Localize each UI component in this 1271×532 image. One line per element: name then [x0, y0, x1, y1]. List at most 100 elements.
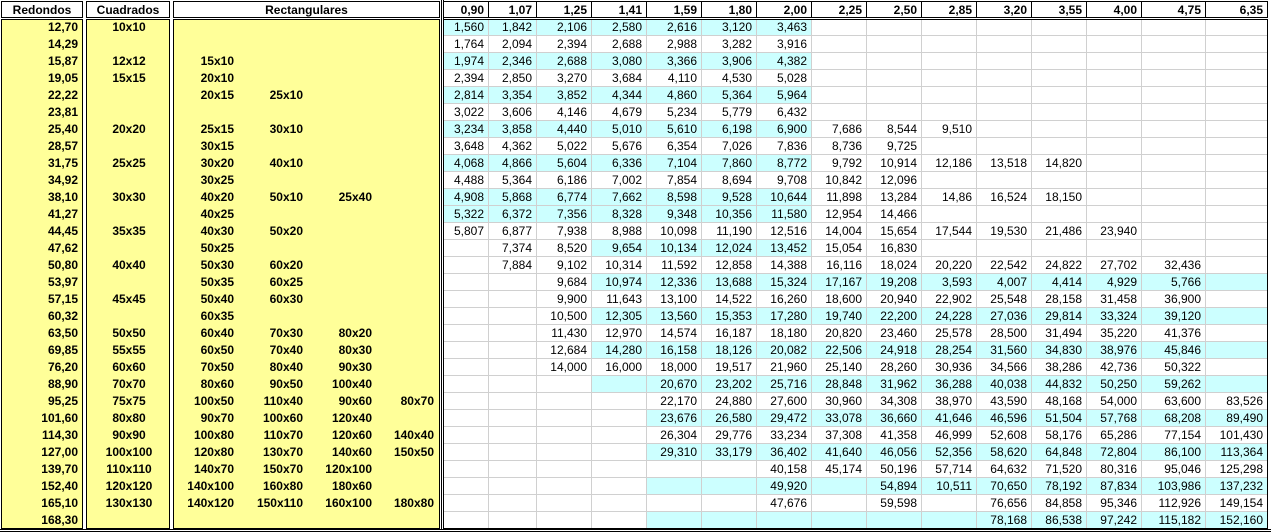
value-cell[interactable]: 31,494: [1032, 325, 1087, 342]
rectangular-cell[interactable]: [372, 512, 438, 529]
value-cell[interactable]: 7,104: [647, 155, 702, 172]
value-cell[interactable]: 3,463: [757, 19, 812, 36]
value-cell[interactable]: 3,858: [489, 121, 537, 138]
value-cell[interactable]: 8,328: [592, 206, 647, 223]
rectangular-cell[interactable]: 30x15: [200, 139, 234, 153]
value-cell[interactable]: 7,836: [757, 138, 812, 155]
rectangular-cell[interactable]: 120x40: [331, 411, 372, 425]
value-cell[interactable]: [537, 495, 592, 512]
value-cell[interactable]: 22,200: [867, 308, 922, 325]
value-cell[interactable]: [489, 478, 537, 495]
value-cell[interactable]: [647, 461, 702, 478]
value-cell[interactable]: 57,768: [1087, 410, 1142, 427]
value-cell[interactable]: 9,900: [537, 291, 592, 308]
value-cell[interactable]: 33,234: [757, 427, 812, 444]
value-cell[interactable]: 10,974: [592, 274, 647, 291]
value-cell[interactable]: 3,852: [537, 87, 592, 104]
cuadrado-cell[interactable]: 100x100: [105, 445, 153, 459]
cuadrado-cell[interactable]: [87, 512, 171, 529]
redondo-cell[interactable]: 47,62: [47, 241, 78, 255]
value-cell[interactable]: [1142, 155, 1206, 172]
rectangular-cell[interactable]: [310, 257, 376, 274]
value-cell[interactable]: [702, 478, 757, 495]
value-cell[interactable]: 4,110: [647, 70, 702, 87]
cuadrado-cell[interactable]: 40x40: [112, 258, 146, 272]
value-cell[interactable]: 35,220: [1087, 325, 1142, 342]
redondo-cell[interactable]: 41,27: [47, 207, 78, 221]
value-cell[interactable]: 58,620: [977, 444, 1032, 461]
value-cell[interactable]: 7,860: [702, 155, 757, 172]
value-cell[interactable]: 33,324: [1087, 308, 1142, 325]
value-cell[interactable]: 3,366: [647, 53, 702, 70]
value-cell[interactable]: [1142, 87, 1206, 104]
value-cell[interactable]: 21,486: [1032, 223, 1087, 240]
value-cell[interactable]: [1032, 121, 1087, 138]
value-cell[interactable]: 3,684: [592, 70, 647, 87]
rectangular-cell[interactable]: [310, 104, 376, 121]
cuadrado-cell[interactable]: [87, 172, 171, 189]
value-cell[interactable]: 2,850: [489, 70, 537, 87]
value-cell[interactable]: 1,764: [444, 36, 489, 53]
value-cell[interactable]: 16,260: [757, 291, 812, 308]
rectangular-cell[interactable]: 90x60: [338, 394, 372, 408]
rectangular-cell[interactable]: [172, 19, 238, 36]
value-cell[interactable]: 25,716: [757, 376, 812, 393]
value-cell[interactable]: 6,774: [537, 189, 592, 206]
redondo-cell[interactable]: 25,40: [47, 122, 78, 136]
value-cell[interactable]: 63,600: [1142, 393, 1206, 410]
redondo-cell[interactable]: 114,30: [41, 428, 78, 442]
rectangular-cell[interactable]: [172, 104, 238, 121]
rectangular-cell[interactable]: 90x30: [338, 360, 372, 374]
redondo-cell[interactable]: 63,50: [47, 326, 78, 340]
rectangular-cell[interactable]: 160x100: [325, 496, 372, 510]
rectangular-cell[interactable]: [310, 291, 376, 308]
value-cell[interactable]: [444, 427, 489, 444]
rectangular-cell[interactable]: [372, 410, 438, 427]
value-cell[interactable]: 4,866: [489, 155, 537, 172]
value-cell[interactable]: 2,346: [489, 53, 537, 70]
value-cell[interactable]: 3,080: [592, 53, 647, 70]
value-cell[interactable]: 18,180: [757, 325, 812, 342]
value-cell[interactable]: [444, 376, 489, 393]
cuadrado-cell[interactable]: 75x75: [112, 394, 146, 408]
value-cell[interactable]: 28,254: [922, 342, 977, 359]
value-cell[interactable]: [444, 308, 489, 325]
value-cell[interactable]: 50,250: [1087, 376, 1142, 393]
value-cell[interactable]: 6,354: [647, 138, 702, 155]
rectangular-cell[interactable]: [372, 189, 438, 206]
rectangular-cell[interactable]: 140x120: [187, 496, 234, 510]
redondo-cell[interactable]: 44,45: [47, 224, 78, 238]
rectangular-cell[interactable]: [372, 240, 438, 257]
value-cell[interactable]: 4,908: [444, 189, 489, 206]
value-cell[interactable]: 34,308: [867, 393, 922, 410]
value-cell[interactable]: 49,920: [757, 478, 812, 495]
rectangular-cell[interactable]: 100x60: [262, 411, 303, 425]
value-cell[interactable]: [922, 172, 977, 189]
value-cell[interactable]: 2,814: [444, 87, 489, 104]
value-cell[interactable]: 7,026: [702, 138, 757, 155]
rectangular-cell[interactable]: [372, 172, 438, 189]
redondo-cell[interactable]: 60,32: [47, 309, 78, 323]
value-cell[interactable]: [867, 19, 922, 36]
value-cell[interactable]: [1032, 206, 1087, 223]
value-cell[interactable]: [922, 19, 977, 36]
redondo-cell[interactable]: 168,30: [41, 513, 78, 527]
rectangular-cell[interactable]: 150x70: [262, 462, 303, 476]
value-cell[interactable]: [1142, 19, 1206, 36]
value-cell[interactable]: 9,510: [922, 121, 977, 138]
value-cell[interactable]: 27,600: [757, 393, 812, 410]
cuadrado-cell[interactable]: [87, 138, 171, 155]
redondo-cell[interactable]: 101,60: [41, 411, 78, 425]
value-cell[interactable]: 12,186: [922, 155, 977, 172]
header-thickness[interactable]: 1,80: [702, 1, 757, 18]
redondo-cell[interactable]: 34,92: [47, 173, 78, 187]
rectangular-cell[interactable]: 40x30: [200, 224, 234, 238]
value-cell[interactable]: 41,358: [867, 427, 922, 444]
value-cell[interactable]: 3,606: [489, 104, 537, 121]
value-cell[interactable]: 38,970: [922, 393, 977, 410]
value-cell[interactable]: [1142, 240, 1206, 257]
value-cell[interactable]: 36,660: [867, 410, 922, 427]
value-cell[interactable]: [592, 444, 647, 461]
value-cell[interactable]: 3,906: [702, 53, 757, 70]
value-cell[interactable]: 12,305: [592, 308, 647, 325]
